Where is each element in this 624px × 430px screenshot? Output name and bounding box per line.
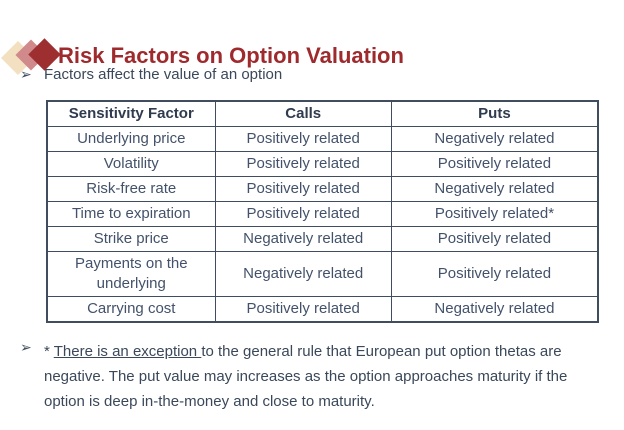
- note-underlined-phrase: There is an exception: [53, 343, 202, 360]
- table-row: Time to expiration Positively related Posi…: [46, 201, 599, 227]
- table-cell: Negatively related: [390, 296, 599, 323]
- table-cell: Positively related: [390, 226, 599, 252]
- bullet-factors-text: Factors affect the value of an option: [44, 66, 283, 83]
- table-cell: Strike price: [46, 226, 216, 252]
- table-body: Underlying price Positively related Negati…: [46, 126, 599, 323]
- table-row: Payments on the underlying Negatively rel…: [46, 251, 599, 297]
- table-row: Underlying price Positively related Negati…: [46, 126, 599, 152]
- table-cell: Negatively related: [390, 126, 599, 152]
- page-title: Risk Factors on Option Valuation: [58, 43, 404, 68]
- table-cell: Positively related: [214, 126, 392, 152]
- table-cell: Negatively related: [214, 251, 392, 297]
- exception-note-text: * There is an exception to the general r…: [44, 339, 606, 414]
- table-row: Carrying cost Positively related Negativel…: [46, 296, 599, 323]
- title-row: Risk Factors on Option Valuation: [0, 18, 624, 75]
- table-cell: Positively related*: [390, 201, 599, 227]
- factors-table: Sensitivity Factor Calls Puts Underlying p…: [46, 100, 599, 323]
- table-row: Volatility Positively related Positively r…: [46, 151, 599, 177]
- table-cell: Negatively related: [214, 226, 392, 252]
- table-cell: Payments on the underlying: [46, 251, 216, 297]
- arrow-bullet-icon: ➢: [20, 339, 32, 355]
- table-row: Sensitivity Factor Calls Puts: [46, 100, 599, 127]
- table-header-row: Sensitivity Factor Calls Puts: [46, 100, 599, 127]
- arrow-bullet-icon: ➢: [20, 66, 32, 82]
- table-cell: Positively related: [390, 251, 599, 297]
- note-prefix: *: [44, 343, 54, 360]
- bullet-exception-note: ➢ * There is an exception to the general …: [20, 339, 616, 414]
- column-header: Puts: [390, 100, 599, 127]
- table-cell: Positively related: [390, 151, 599, 177]
- table-row: Risk-free rate Positively related Negative…: [46, 176, 599, 202]
- table-cell: Positively related: [214, 176, 392, 202]
- column-header: Calls: [214, 100, 392, 127]
- table-cell: Underlying price: [46, 126, 216, 152]
- table-cell: Volatility: [46, 151, 216, 177]
- table-cell: Carrying cost: [46, 296, 216, 323]
- table-cell: Positively related: [214, 201, 392, 227]
- table-cell: Positively related: [214, 296, 392, 323]
- table-cell: Risk-free rate: [46, 176, 216, 202]
- note-rest: to the general rule that European put op…: [44, 343, 568, 410]
- table-cell: Positively related: [214, 151, 392, 177]
- table-cell: Time to expiration: [46, 201, 216, 227]
- column-header: Sensitivity Factor: [46, 100, 216, 127]
- bullet-factors: ➢ Factors affect the value of an option: [20, 66, 610, 83]
- table-row: Strike price Negatively related Positively…: [46, 226, 599, 252]
- table-cell: Negatively related: [390, 176, 599, 202]
